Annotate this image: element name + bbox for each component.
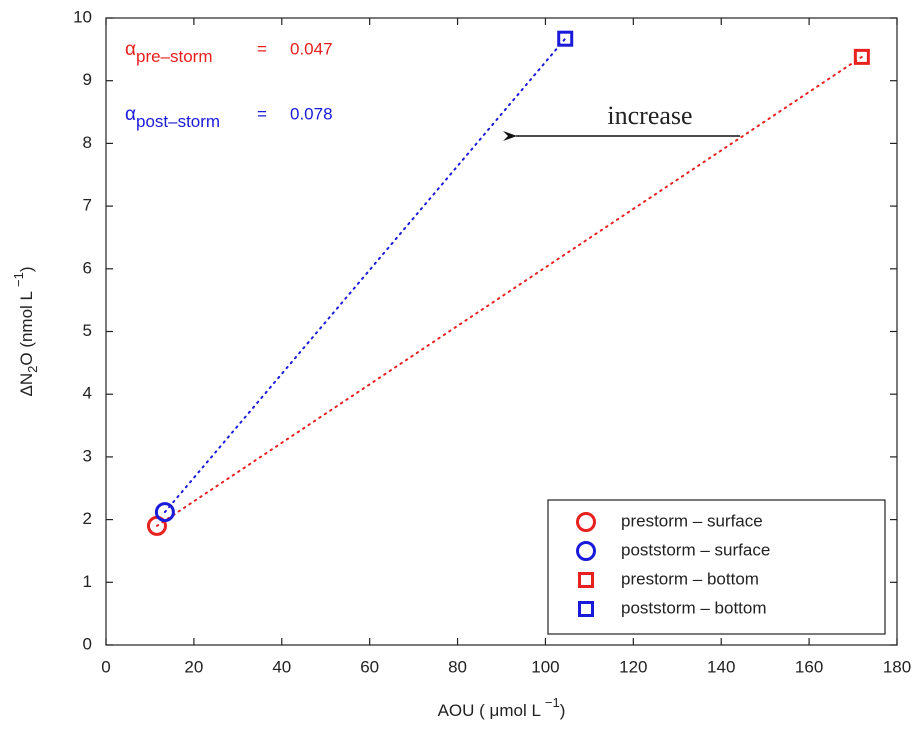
legend-marker: [578, 601, 594, 617]
legend-label: prestorm – bottom: [621, 569, 759, 588]
arrow-label: increase: [607, 101, 692, 130]
connector-line: [163, 37, 567, 514]
legend-marker: [576, 541, 596, 561]
xlabel-part: −1: [545, 695, 560, 710]
x-tick-label: 140: [707, 657, 735, 676]
y-tick-label: 4: [83, 384, 92, 403]
ylabel-part: −1: [11, 272, 26, 287]
legend-box: [547, 499, 886, 635]
y-tick-label: 7: [83, 196, 92, 215]
alpha-value: 0.078: [290, 104, 333, 123]
xlabel-part: AOU ( μmol L: [438, 701, 541, 720]
legend-label: prestorm – surface: [621, 511, 763, 530]
y-tick-label: 5: [83, 321, 92, 340]
ylabel: ΔN2O (nmol L −1): [11, 266, 40, 396]
alpha-subscript: post–storm: [136, 112, 220, 131]
x-tick-label: 40: [272, 657, 291, 676]
alpha-symbol: α: [125, 104, 136, 125]
point: [154, 502, 175, 523]
legend-label: poststorm – bottom: [621, 598, 767, 617]
alpha-subscript: pre–storm: [136, 47, 213, 66]
y-tick-label: 1: [83, 572, 92, 591]
y-tick-label: 2: [83, 509, 92, 528]
legend-marker: [576, 512, 596, 532]
y-tick-label: 6: [83, 258, 92, 277]
ylabel-part: ): [17, 266, 36, 272]
alpha-annotation: αpost–storm: [125, 104, 220, 131]
alpha-relation: =: [257, 39, 267, 58]
y-tick-label: 0: [83, 634, 92, 653]
alpha-symbol: α: [125, 39, 136, 60]
x-tick-label: 120: [619, 657, 647, 676]
y-tick-label: 8: [83, 133, 92, 152]
x-tick-label: 20: [184, 657, 203, 676]
x-tick-label: 60: [360, 657, 379, 676]
y-tick-label: 3: [83, 446, 92, 465]
xlabel: AOU ( μmol L −1): [438, 695, 566, 720]
point: [557, 30, 574, 47]
legend-marker: [578, 572, 594, 588]
legend-label: poststorm – surface: [621, 540, 770, 559]
xlabel-part: ): [560, 701, 566, 720]
point: [853, 48, 870, 65]
x-tick-label: 100: [531, 657, 559, 676]
x-tick-label: 0: [101, 657, 110, 676]
y-tick-label: 10: [73, 7, 92, 26]
alpha-relation: =: [257, 104, 267, 123]
alpha-annotation: αpre–storm: [125, 39, 213, 66]
x-tick-label: 180: [883, 657, 911, 676]
x-tick-label: 160: [795, 657, 823, 676]
connector-line: [155, 55, 863, 527]
ylabel-part: O (nmol L: [17, 291, 36, 366]
alpha-value: 0.047: [290, 39, 333, 58]
y-tick-label: 9: [83, 70, 92, 89]
x-tick-label: 80: [448, 657, 467, 676]
ylabel-part: 2: [25, 366, 40, 373]
ylabel-part: ΔN: [17, 373, 36, 397]
